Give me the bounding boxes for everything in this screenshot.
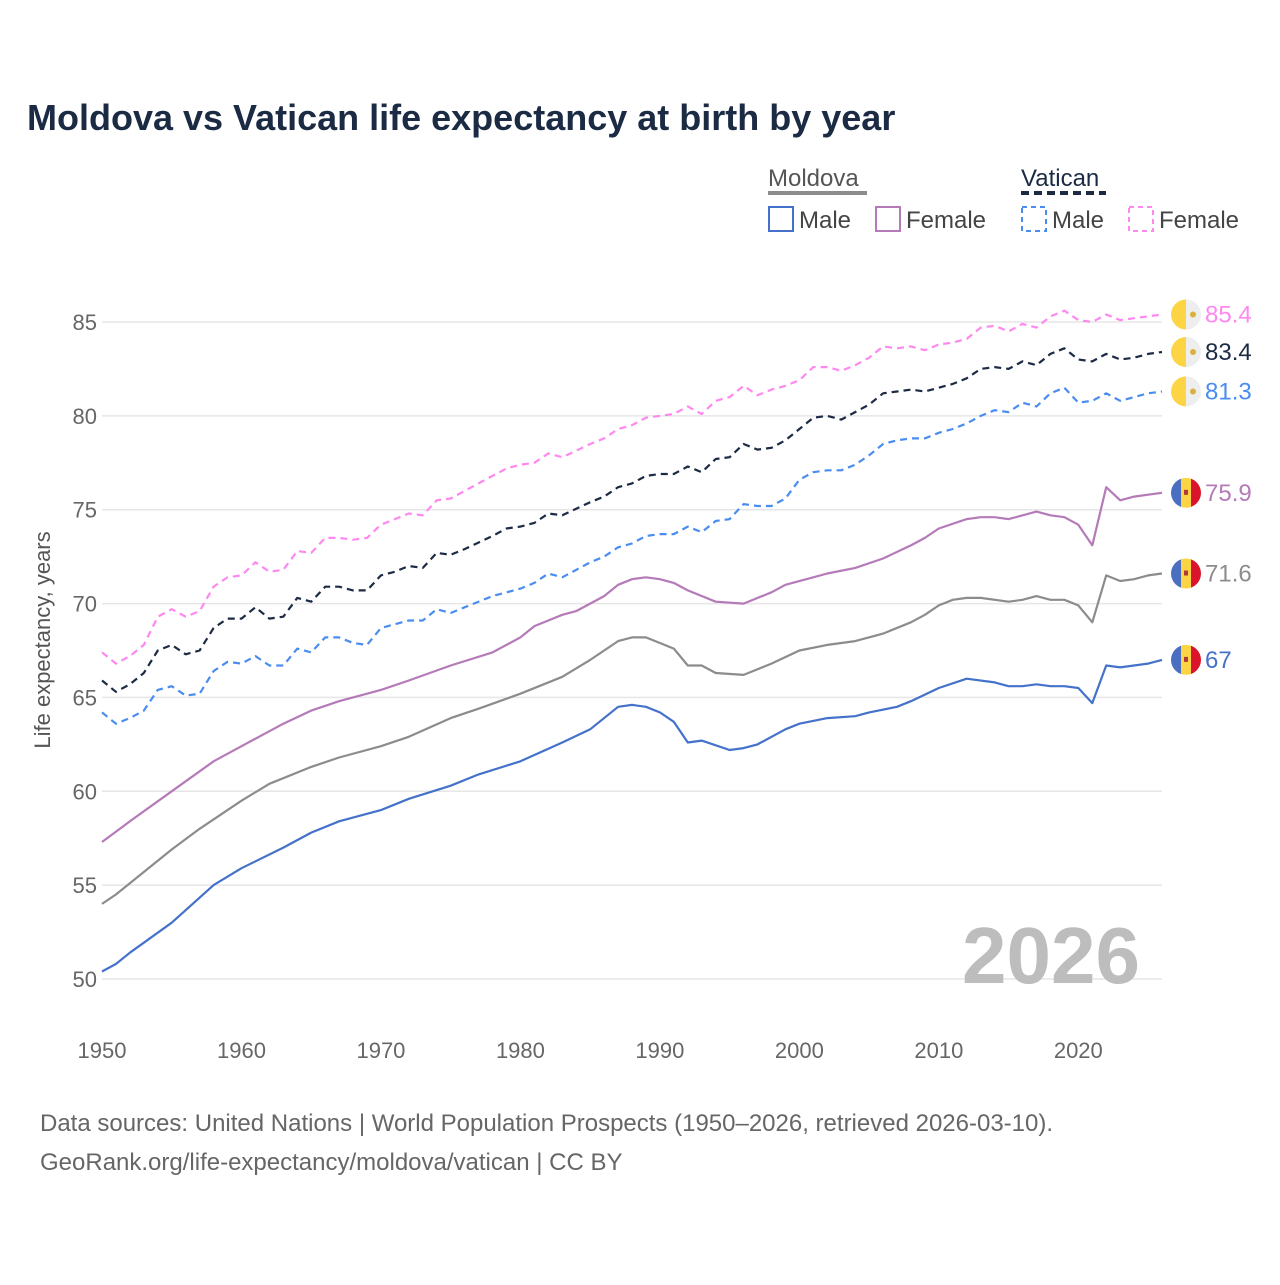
chart-title: Moldova vs Vatican life expectancy at bi…: [27, 97, 895, 138]
x-tick-label: 1960: [217, 1038, 266, 1063]
x-axis-ticks: 1950 1960 1970 1980 1990 2000 2010 2020: [78, 1038, 1103, 1063]
legend-swatch-vatican-male: [1021, 206, 1047, 232]
x-tick-label: 1980: [496, 1038, 545, 1063]
moldova-flag-icon: [1171, 644, 1201, 675]
series-line-moldova-male: [101, 658, 1163, 973]
moldova-flag-icon: [1171, 558, 1201, 589]
legend-group-vatican: Vatican: [1021, 165, 1099, 192]
y-tick-label: 75: [73, 498, 97, 523]
x-tick-label: 1970: [356, 1038, 405, 1063]
gridlines: [102, 321, 1162, 980]
y-tick-label: 55: [73, 873, 97, 898]
series-lines: [101, 309, 1163, 973]
legend: Moldova Male Female Vatican Male Female: [768, 165, 1239, 234]
y-axis-label: Life expectancy, years: [30, 531, 55, 748]
y-tick-label: 85: [73, 310, 97, 335]
end-value-label: 83.4: [1205, 339, 1252, 366]
x-tick-label: 2000: [775, 1038, 824, 1063]
legend-label-moldova-female: Female: [906, 207, 986, 234]
footer-sources: Data sources: United Nations | World Pop…: [40, 1110, 1053, 1137]
x-tick-label: 2010: [914, 1038, 963, 1063]
y-tick-label: 65: [73, 685, 97, 710]
legend-swatch-moldova-female: [875, 206, 901, 232]
legend-group-moldova: Moldova: [768, 165, 859, 192]
x-tick-label: 2020: [1054, 1038, 1103, 1063]
end-value-label: 71.6: [1205, 561, 1252, 588]
x-tick-label: 1950: [78, 1038, 127, 1063]
legend-swatch-moldova-male: [768, 206, 794, 232]
end-value-label: 67: [1205, 647, 1232, 674]
y-tick-label: 80: [73, 404, 97, 429]
y-tick-label: 50: [73, 967, 97, 992]
y-tick-label: 70: [73, 592, 97, 617]
end-value-label: 75.9: [1205, 480, 1252, 507]
end-labels: 85.4 83.4 81.3 75.9 71.6 67: [1171, 299, 1252, 675]
legend-label-vatican-male: Male: [1052, 207, 1104, 234]
series-line-vatican-female: [101, 309, 1163, 665]
end-value-label: 81.3: [1205, 378, 1252, 405]
y-tick-label: 60: [73, 779, 97, 804]
series-line-moldova-total: [101, 572, 1163, 905]
series-line-vatican-male: [101, 386, 1163, 725]
series-line-vatican-total: [101, 347, 1163, 693]
legend-label-moldova-male: Male: [799, 207, 851, 234]
x-tick-label: 1990: [635, 1038, 684, 1063]
legend-label-vatican-female: Female: [1159, 207, 1239, 234]
vatican-flag-icon: [1171, 299, 1201, 330]
moldova-flag-icon: [1171, 477, 1201, 508]
end-value-label: 85.4: [1205, 301, 1252, 328]
y-axis-ticks: 50 55 60 65 70 75 80 85: [73, 310, 97, 992]
year-watermark: 2026: [962, 911, 1140, 1000]
vatican-flag-icon: [1171, 337, 1201, 368]
series-line-moldova-female: [101, 486, 1163, 843]
footer-link: GeoRank.org/life-expectancy/moldova/vati…: [40, 1149, 623, 1176]
vatican-flag-icon: [1171, 376, 1201, 407]
legend-swatch-vatican-female: [1128, 206, 1154, 232]
